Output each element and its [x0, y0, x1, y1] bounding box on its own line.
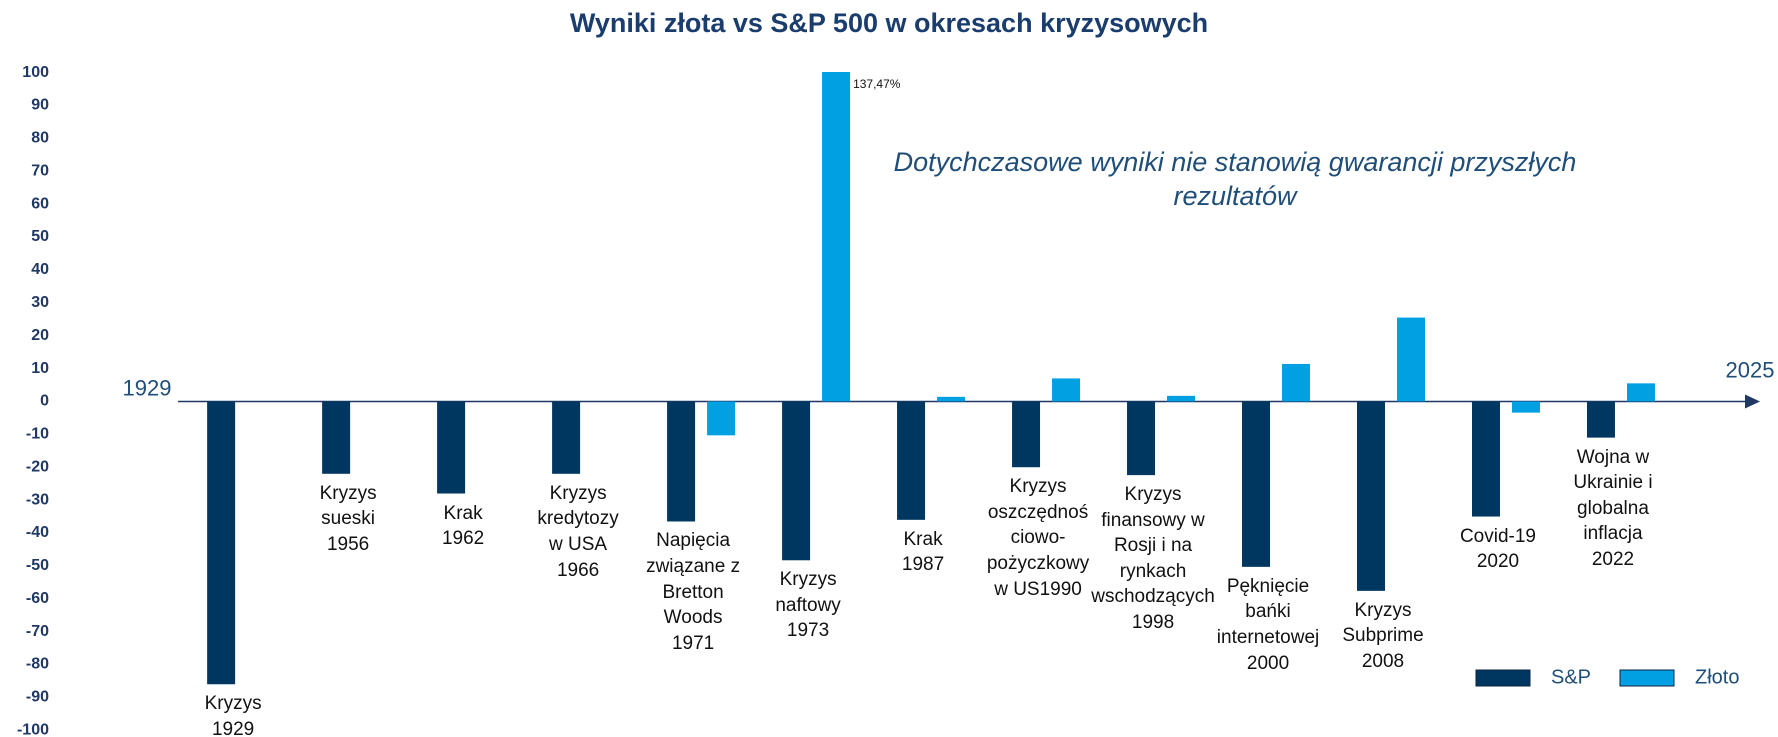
x-tick-label: Kryzys oszczędnoś ciowo- pożyczkowy w US… [986, 476, 1090, 600]
y-tick-label: -40 [26, 524, 49, 541]
bar [822, 72, 851, 402]
bar [322, 401, 351, 474]
x-axis-arrow [1745, 394, 1760, 409]
chart-title: Wyniki złota vs S&P 500 w okresach kryzy… [569, 8, 1209, 38]
bars [207, 72, 1655, 685]
x-tick-label: Kryzys finansowy w Rosji i na rynkach ws… [1091, 484, 1215, 634]
bar [1242, 401, 1271, 567]
y-tick-label: 90 [31, 97, 49, 114]
bar [1052, 378, 1081, 402]
x-end-label: 2025 [1726, 357, 1775, 382]
bar [782, 401, 811, 561]
y-tick-label: -80 [26, 656, 49, 673]
y-tick-label: -70 [26, 623, 49, 640]
y-tick-label: -100 [17, 722, 49, 737]
x-tick-label: Wojna w Ukrainie i globalna inflacja 202… [1573, 446, 1653, 570]
legend-label: S&P [1551, 666, 1591, 688]
bar [1626, 383, 1655, 402]
bar [1127, 401, 1156, 476]
x-tick-label: Krak 1987 [901, 528, 945, 576]
bar [1511, 401, 1540, 413]
x-tick-label: Napięcia związane z Bretton Woods 1971 [646, 530, 741, 654]
data-label: 137,47% [853, 77, 901, 91]
bar [552, 401, 581, 474]
y-tick-label: -10 [26, 426, 49, 443]
bar [207, 401, 236, 685]
bar [1586, 401, 1615, 438]
y-tick-label: 60 [31, 195, 49, 212]
bar [1167, 395, 1196, 402]
y-tick-label: 20 [31, 327, 49, 344]
bar [1012, 401, 1041, 468]
x-start-label: 1929 [123, 375, 172, 400]
bar [897, 401, 926, 520]
bar [1397, 317, 1426, 402]
y-tick-label: 70 [31, 162, 49, 179]
bar [1282, 363, 1311, 402]
bar [707, 401, 736, 436]
bar [1471, 401, 1500, 517]
x-tick-label: Covid-19 2020 [1459, 525, 1536, 573]
x-tick-label: Kryzys kredytozy w USA 1966 [537, 482, 619, 581]
x-tick-label: Kryzys Subprime 2008 [1342, 599, 1424, 673]
legend-label: Złoto [1695, 666, 1739, 688]
legend-swatch [1475, 669, 1531, 687]
legend-swatch [1619, 669, 1675, 687]
y-tick-label: -50 [26, 557, 49, 574]
y-tick-label: -30 [26, 491, 49, 508]
bar [1357, 401, 1386, 591]
y-tick-label: 30 [31, 294, 49, 311]
bar [937, 396, 966, 402]
y-tick-label: 80 [31, 130, 49, 147]
x-tick-label: Krak 1962 [441, 502, 485, 550]
annotation: Dotychczasowe wyniki nie stanowią gwaran… [893, 147, 1577, 211]
x-tick-label: Kryzys 1929 [204, 693, 262, 737]
bar [437, 401, 466, 494]
y-tick-label: 0 [40, 393, 49, 410]
y-tick-label: 40 [31, 261, 49, 278]
y-tick-label: -20 [26, 458, 49, 475]
x-tick-label: Pęknięcie bańki internetowej 2000 [1216, 575, 1320, 674]
x-tick-label: Kryzys sueski 1956 [319, 482, 377, 555]
x-tick-label: Kryzys naftowy 1973 [775, 569, 841, 642]
y-tick-label: 10 [31, 360, 49, 377]
y-tick-label: -90 [26, 689, 49, 706]
y-tick-label: 100 [22, 64, 49, 81]
bar [667, 401, 696, 522]
y-tick-label: -60 [26, 590, 49, 607]
y-tick-label: 50 [31, 228, 49, 245]
